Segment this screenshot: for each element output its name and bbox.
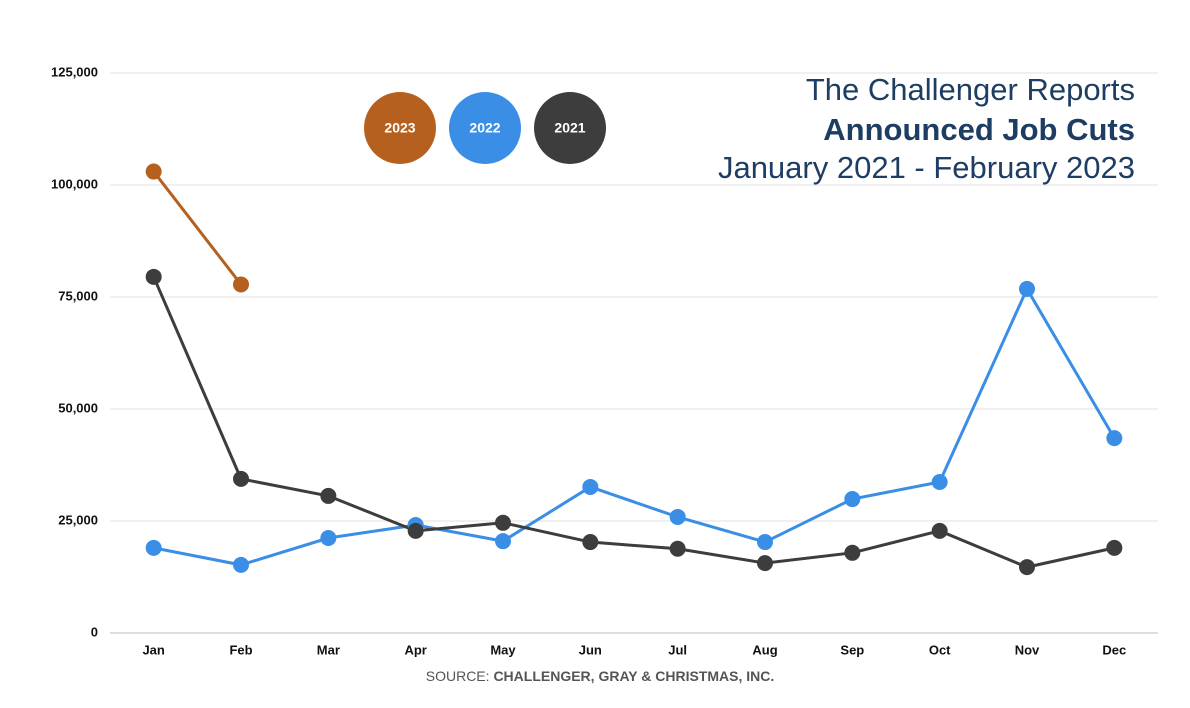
data-point xyxy=(669,508,686,525)
series-line xyxy=(152,170,243,286)
x-tick-label: Sep xyxy=(840,642,864,657)
y-tick-label: 100,000 xyxy=(51,176,98,191)
data-point xyxy=(757,555,773,572)
legend-swatch xyxy=(364,92,436,164)
source-label: SOURCE: xyxy=(426,668,490,684)
data-point xyxy=(931,474,948,491)
y-tick-label: 0 xyxy=(91,624,98,639)
legend-swatch xyxy=(449,92,521,164)
data-point xyxy=(233,276,249,293)
data-point xyxy=(1019,280,1035,297)
data-point xyxy=(320,530,337,547)
x-tick-label: Feb xyxy=(229,642,252,657)
y-tick-label: 25,000 xyxy=(58,512,98,527)
chart-subtitle: Announced Job Cuts xyxy=(823,112,1135,147)
x-tick-label: Nov xyxy=(1015,642,1040,657)
data-point xyxy=(233,470,249,487)
x-tick-label: Jul xyxy=(668,642,687,657)
data-point xyxy=(844,544,861,561)
legend-label: 2021 xyxy=(554,120,585,136)
y-tick-label: 50,000 xyxy=(58,400,98,415)
chart-title: The Challenger Reports xyxy=(806,72,1135,107)
legend-swatch xyxy=(534,92,606,164)
y-tick-label: 125,000 xyxy=(51,64,98,79)
data-point xyxy=(669,540,686,557)
data-point xyxy=(844,491,861,508)
legend-label: 2023 xyxy=(384,120,415,136)
x-tick-label: Dec xyxy=(1102,642,1126,657)
data-point xyxy=(582,534,599,551)
data-point xyxy=(145,163,162,180)
data-point xyxy=(1106,539,1123,556)
data-point xyxy=(495,533,511,550)
data-point xyxy=(931,522,948,539)
source: SOURCE: CHALLENGER, GRAY & CHRISTMAS, IN… xyxy=(426,668,775,684)
x-tick-label: Jan xyxy=(142,642,164,657)
series-line xyxy=(152,276,1115,569)
x-tick-label: Jun xyxy=(579,642,602,657)
series-line xyxy=(153,285,1116,567)
x-tick-label: Aug xyxy=(752,642,777,657)
data-point xyxy=(320,487,337,504)
data-point xyxy=(495,514,511,531)
x-tick-label: May xyxy=(490,642,516,657)
data-point xyxy=(582,478,599,495)
x-tick-label: Apr xyxy=(404,642,426,657)
legend-label: 2022 xyxy=(469,120,500,136)
source-name: CHALLENGER, GRAY & CHRISTMAS, INC. xyxy=(493,668,774,684)
y-tick-label: 75,000 xyxy=(58,288,98,303)
x-tick-label: Oct xyxy=(929,642,951,657)
chart-period: January 2021 - February 2023 xyxy=(718,150,1135,185)
data-point xyxy=(407,522,424,539)
data-point xyxy=(145,539,162,556)
data-point xyxy=(757,534,773,551)
data-point xyxy=(233,556,249,573)
x-tick-label: Mar xyxy=(317,642,340,657)
data-point xyxy=(1106,430,1123,447)
data-point xyxy=(1019,559,1035,576)
data-point xyxy=(145,268,162,285)
